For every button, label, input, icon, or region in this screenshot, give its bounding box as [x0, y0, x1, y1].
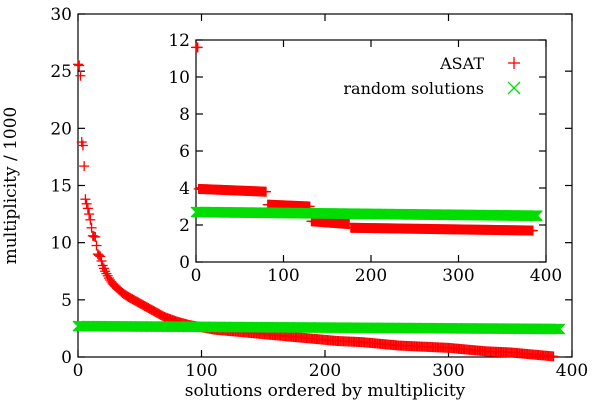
legend-entry-0: ASAT [439, 54, 484, 73]
main-asat-point [102, 270, 113, 281]
main-asat-point [93, 250, 104, 261]
main-y-axis-label: multiplicity / 1000 [1, 107, 21, 265]
main-x-tick-label: 200 [309, 361, 341, 381]
main-y-tick-label: 15 [50, 177, 72, 197]
main-asat-point [73, 59, 83, 70]
main-asat-point [95, 251, 106, 262]
inset-x-tick-label: 400 [530, 266, 562, 286]
inset-x-tick-label: 100 [267, 266, 299, 286]
main-asat-point [86, 222, 97, 233]
inset-asat-point [261, 186, 271, 197]
inset-x-tick-label: 0 [191, 266, 202, 286]
main-x-tick-label: 400 [556, 361, 588, 381]
inset-y-tick-label: 2 [179, 216, 190, 236]
inset-y-tick-label: 8 [179, 105, 190, 125]
main-random-point [551, 323, 563, 335]
main-y-tick-label: 10 [50, 234, 72, 254]
main-y-tick-label: 20 [50, 119, 72, 139]
inset-x-tick-label: 200 [355, 266, 387, 286]
main-x-axis-label: solutions ordered by multiplicity [185, 381, 466, 401]
main-random-point [552, 323, 564, 335]
inset-y-tick-label: 12 [168, 31, 190, 51]
main-asat-point [101, 268, 112, 279]
main-x-tick-label: 100 [185, 361, 217, 381]
main-asat-point [82, 203, 93, 214]
inset-asat-point [527, 225, 538, 236]
main-asat-point [77, 140, 88, 151]
inset-y-tick-label: 0 [179, 253, 190, 273]
main-asat-point [79, 161, 90, 172]
inset-y-tick-label: 10 [168, 68, 190, 88]
main-random-point [549, 323, 561, 335]
main-asat-point [100, 266, 111, 277]
main-y-tick-label: 0 [61, 348, 72, 368]
main-series-1 [72, 320, 566, 335]
main-asat-point [75, 70, 86, 81]
main-x-tick-label: 0 [73, 361, 84, 381]
main-asat-point [90, 231, 101, 242]
main-asat-point [96, 255, 107, 266]
inset-y-tick-label: 6 [179, 142, 190, 162]
main-x-tick-label: 300 [432, 361, 464, 381]
inset-chart: 0 100 200 300 400 0 2 4 6 8 10 12 ASAT random solutio… [168, 31, 562, 286]
main-y-tick-label: 5 [61, 291, 72, 311]
inset-asat-point [192, 42, 203, 53]
inset-series-1 [190, 206, 543, 222]
main-asat-point [85, 214, 96, 225]
main-y-tick-label: 30 [50, 5, 72, 25]
main-asat-point [91, 240, 102, 251]
legend-marker-0 [508, 57, 520, 69]
inset-y-tick-label: 4 [179, 179, 190, 199]
main-random-point [554, 323, 566, 335]
legend-marker-1 [507, 81, 521, 95]
main-asat-point [84, 209, 95, 220]
main-y-tick-label: 25 [50, 62, 72, 82]
legend-entry-1: random solutions [343, 79, 484, 98]
inset-random-point [531, 210, 543, 222]
main-asat-point [74, 60, 85, 71]
inset-legend: ASAT random solutions [343, 54, 521, 98]
main-asat-point [80, 194, 91, 205]
main-asat-point [81, 198, 92, 209]
main-asat-point [548, 351, 559, 362]
main-random-point [550, 323, 562, 335]
main-asat-point [92, 249, 103, 260]
inset-x-tick-label: 300 [442, 266, 474, 286]
